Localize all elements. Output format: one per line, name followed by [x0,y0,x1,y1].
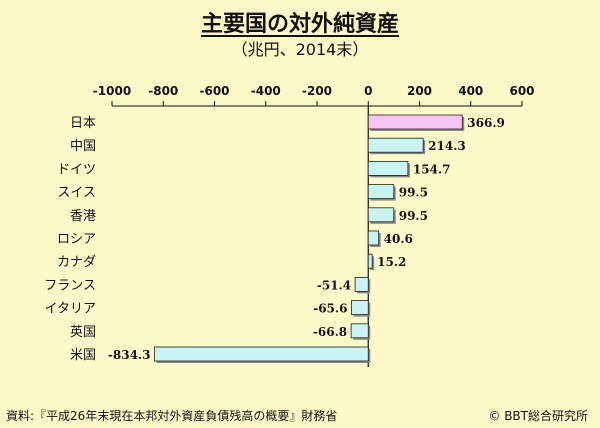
x-tick-label: -200 [302,84,332,98]
bar-2 [367,160,409,176]
value-label: 214.3 [428,139,466,153]
bar-8 [351,300,369,316]
value-label: 366.9 [467,116,505,130]
value-label: 99.5 [399,186,428,200]
value-label: -65.6 [313,302,347,316]
source-note: 資料:『平成26年末現在本邦対外資産負債残高の概要』財務省 [6,409,338,423]
x-tick-label: 400 [458,84,483,98]
category-label: イタリア [45,302,96,317]
bar-4 [367,207,395,223]
category-label: 米国 [70,348,96,363]
x-tick-label: -600 [199,84,229,98]
value-label: -66.8 [313,325,347,339]
x-tick-label: 0 [364,84,372,98]
value-label: 40.6 [384,232,413,246]
x-tick-label: -800 [148,84,178,98]
bar-9 [350,323,369,339]
value-label: -834.3 [108,348,151,362]
value-label: 154.7 [413,162,451,176]
value-label: 99.5 [399,209,428,223]
chart-subtitle: （兆円、2014末） [231,40,369,59]
bar-1 [367,137,424,153]
category-label: ドイツ [57,162,96,177]
category-label: 香港 [70,209,96,224]
bar-5 [367,230,380,246]
category-label: ロシア [57,232,96,247]
x-tick-label: -1000 [93,84,131,98]
x-tick-label: -400 [251,84,281,98]
category-label: 日本 [70,116,96,131]
value-label: 15.2 [377,255,406,269]
chart-title: 主要国の対外純資産 [200,12,399,37]
bar-0 [367,114,463,130]
bar-10 [154,346,369,362]
bar-7 [354,276,369,292]
bar-6 [367,253,373,269]
copyright-note: © BBT総合研究所 [488,409,588,423]
bar-3 [367,184,395,200]
x-tick-label: 200 [407,84,432,98]
category-label: 英国 [70,325,96,340]
x-tick-label: 600 [509,84,534,98]
value-label: -51.4 [317,278,351,292]
category-label: カナダ [57,255,96,270]
category-label: フランス [44,278,96,293]
category-label: スイス [57,186,96,201]
category-label: 中国 [70,139,96,154]
